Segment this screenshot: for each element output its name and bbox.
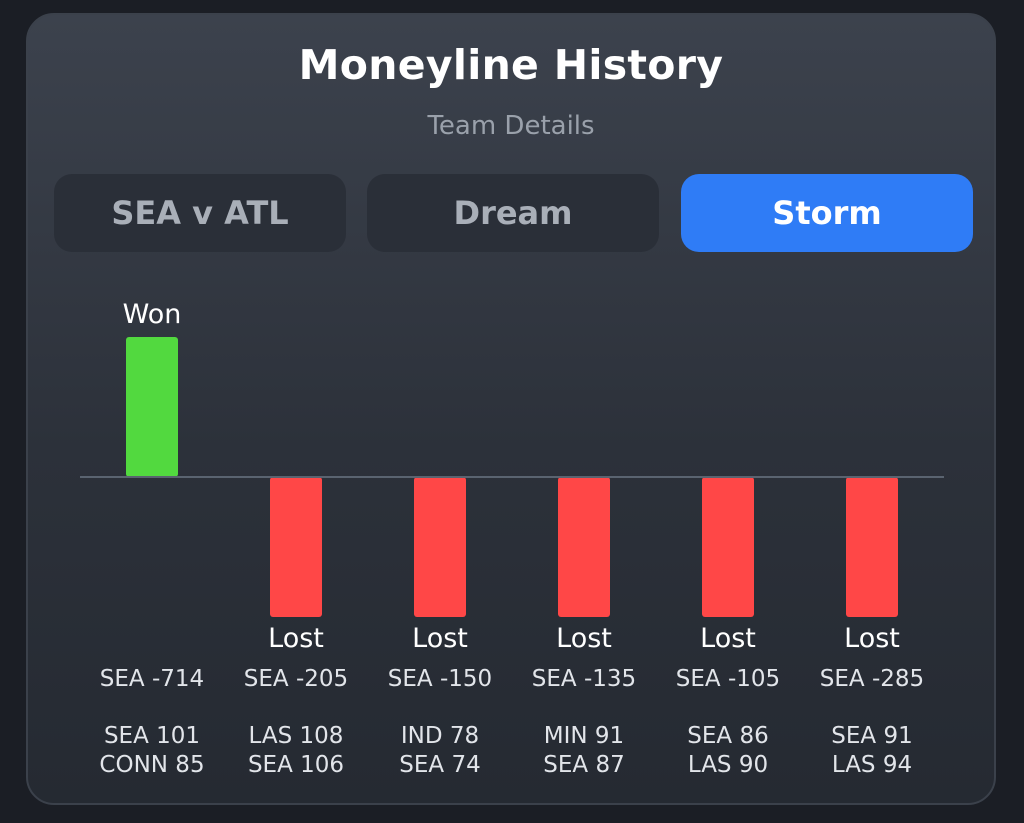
result-label: Won xyxy=(123,299,182,330)
result-label: Lost xyxy=(412,623,468,654)
score-line-2: SEA 74 xyxy=(399,752,480,778)
score-line-1: SEA 86 xyxy=(687,723,768,749)
score-line-1: LAS 108 xyxy=(249,723,344,749)
team-tabs: SEA v ATL Dream Storm xyxy=(54,174,974,252)
result-label: Lost xyxy=(556,623,612,654)
score-line-2: SEA 106 xyxy=(248,752,344,778)
score-line-2: CONN 85 xyxy=(99,752,204,778)
page-title: Moneyline History xyxy=(298,41,724,89)
bar-lost xyxy=(414,477,466,617)
tab-storm[interactable]: Storm xyxy=(681,174,973,252)
score-line-1: SEA 101 xyxy=(104,723,200,749)
result-label: Lost xyxy=(844,623,900,654)
moneyline-label: SEA -150 xyxy=(388,666,492,692)
moneyline-label: SEA -205 xyxy=(244,666,348,692)
bar-won xyxy=(126,337,178,477)
tab-dream[interactable]: Dream xyxy=(367,174,659,252)
score-line-2: LAS 90 xyxy=(688,752,768,778)
score-line-1: SEA 91 xyxy=(831,723,912,749)
bar-lost xyxy=(702,477,754,617)
moneyline-label: SEA -285 xyxy=(820,666,924,692)
score-line-2: SEA 87 xyxy=(543,752,624,778)
score-line-1: MIN 91 xyxy=(544,723,624,749)
result-label: Lost xyxy=(700,623,756,654)
score-line-1: IND 78 xyxy=(401,723,479,749)
moneyline-label: SEA -714 xyxy=(100,666,204,692)
moneyline-label: SEA -135 xyxy=(532,666,636,692)
result-label: Lost xyxy=(268,623,324,654)
score-line-2: LAS 94 xyxy=(832,752,912,778)
page-subtitle: Team Details xyxy=(427,111,595,141)
tab-matchup[interactable]: SEA v ATL xyxy=(54,174,346,252)
bar-lost xyxy=(558,477,610,617)
moneyline-history-card: Moneyline History Team Details SEA v ATL… xyxy=(26,13,996,805)
moneyline-label: SEA -105 xyxy=(676,666,780,692)
bar-lost xyxy=(846,477,898,617)
bar-lost xyxy=(270,477,322,617)
